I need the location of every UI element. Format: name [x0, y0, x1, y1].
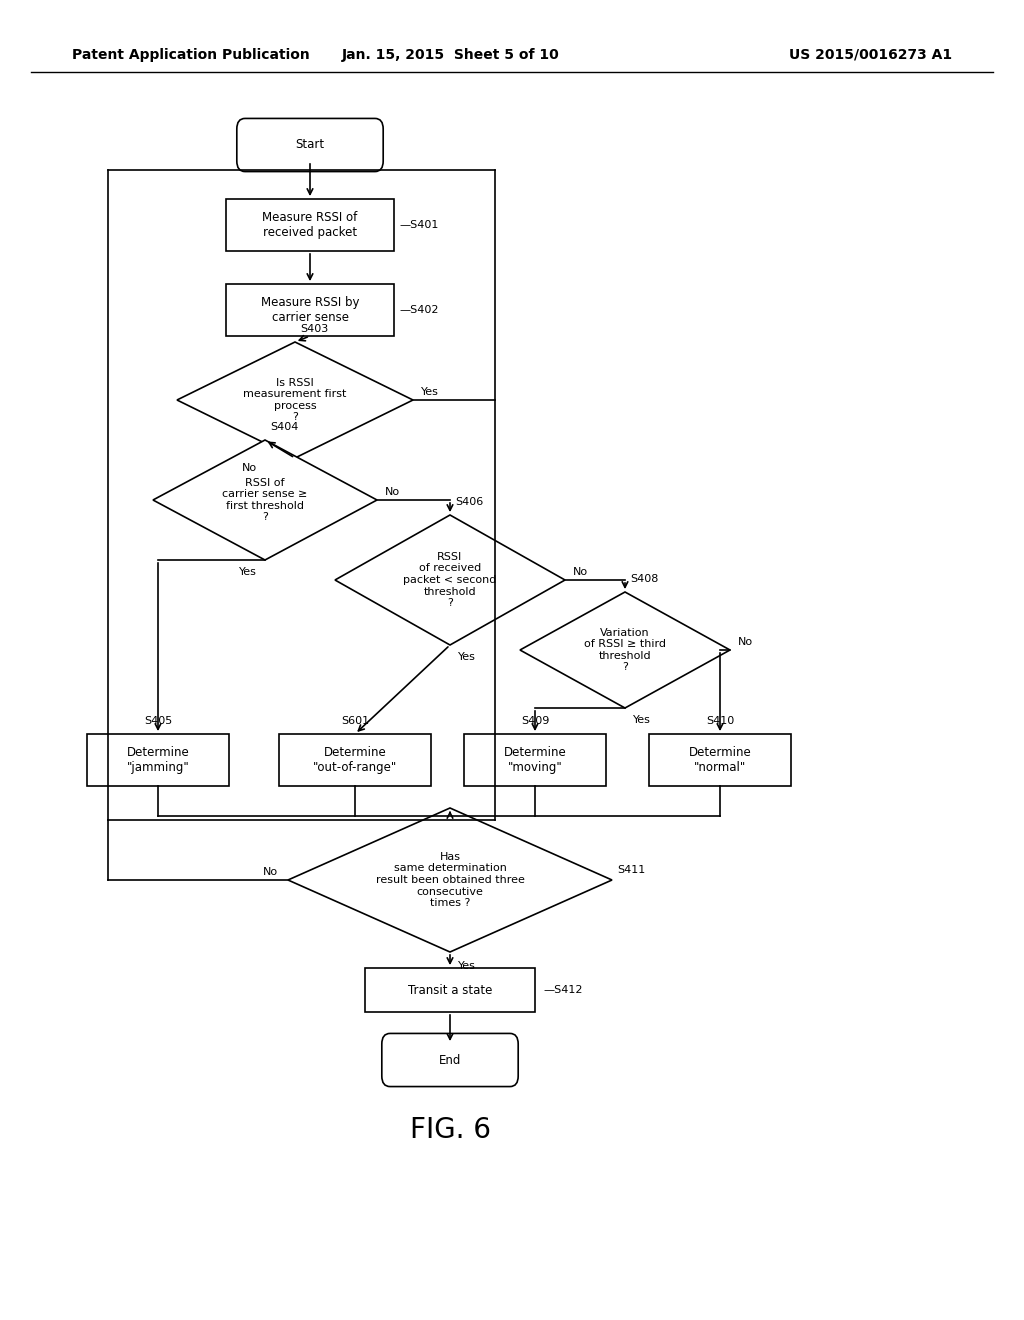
- Text: Determine
"out-of-range": Determine "out-of-range": [313, 746, 397, 774]
- Bar: [226, 284, 394, 337]
- Text: S404: S404: [270, 422, 298, 432]
- Text: FIG. 6: FIG. 6: [410, 1115, 490, 1144]
- Text: Determine
"moving": Determine "moving": [504, 746, 566, 774]
- Text: Yes: Yes: [458, 961, 476, 972]
- Text: No: No: [263, 867, 278, 876]
- Text: S406: S406: [455, 498, 483, 507]
- Text: Determine
"normal": Determine "normal": [688, 746, 752, 774]
- Text: US 2015/0016273 A1: US 2015/0016273 A1: [790, 48, 952, 62]
- Text: Is RSSI
measurement first
process
?: Is RSSI measurement first process ?: [244, 378, 347, 422]
- Text: No: No: [573, 568, 588, 577]
- Text: Patent Application Publication: Patent Application Publication: [72, 48, 309, 62]
- Polygon shape: [520, 591, 730, 708]
- Text: Start: Start: [296, 139, 325, 152]
- Polygon shape: [153, 440, 377, 560]
- Bar: [87, 734, 229, 785]
- Text: S403: S403: [300, 323, 329, 334]
- Text: S411: S411: [617, 865, 645, 875]
- Text: S409: S409: [521, 715, 549, 726]
- Text: S410: S410: [706, 715, 734, 726]
- Text: —S412: —S412: [543, 985, 583, 995]
- Bar: [464, 734, 606, 785]
- Text: RSSI
of received
packet < second
threshold
?: RSSI of received packet < second thresho…: [403, 552, 497, 609]
- FancyBboxPatch shape: [237, 119, 383, 172]
- Bar: [365, 968, 535, 1012]
- Polygon shape: [288, 808, 612, 952]
- Text: Measure RSSI of
received packet: Measure RSSI of received packet: [262, 211, 357, 239]
- Bar: [226, 199, 394, 251]
- Text: No: No: [242, 463, 257, 473]
- Bar: [279, 734, 431, 785]
- Text: S601: S601: [341, 715, 369, 726]
- Text: S408: S408: [630, 574, 658, 583]
- Text: S405: S405: [144, 715, 172, 726]
- Text: Variation
of RSSI ≥ third
threshold
?: Variation of RSSI ≥ third threshold ?: [584, 627, 666, 672]
- Text: End: End: [439, 1053, 461, 1067]
- Text: —S401: —S401: [399, 220, 438, 230]
- FancyBboxPatch shape: [382, 1034, 518, 1086]
- Polygon shape: [335, 515, 565, 645]
- Text: No: No: [385, 487, 400, 498]
- Text: Determine
"jamming": Determine "jamming": [127, 746, 189, 774]
- Bar: [649, 734, 791, 785]
- Text: —S402: —S402: [399, 305, 438, 315]
- Text: Measure RSSI by
carrier sense: Measure RSSI by carrier sense: [261, 296, 359, 323]
- Text: Yes: Yes: [240, 568, 257, 577]
- Text: RSSI of
carrier sense ≥
first threshold
?: RSSI of carrier sense ≥ first threshold …: [222, 478, 307, 523]
- Text: Yes: Yes: [633, 715, 651, 725]
- Text: Has
same determination
result been obtained three
consecutive
times ?: Has same determination result been obtai…: [376, 851, 524, 908]
- Text: Yes: Yes: [421, 387, 439, 397]
- Text: Transit a state: Transit a state: [408, 983, 493, 997]
- Polygon shape: [177, 342, 413, 458]
- Text: Yes: Yes: [458, 652, 476, 663]
- Text: No: No: [738, 638, 753, 647]
- Text: Jan. 15, 2015  Sheet 5 of 10: Jan. 15, 2015 Sheet 5 of 10: [342, 48, 559, 62]
